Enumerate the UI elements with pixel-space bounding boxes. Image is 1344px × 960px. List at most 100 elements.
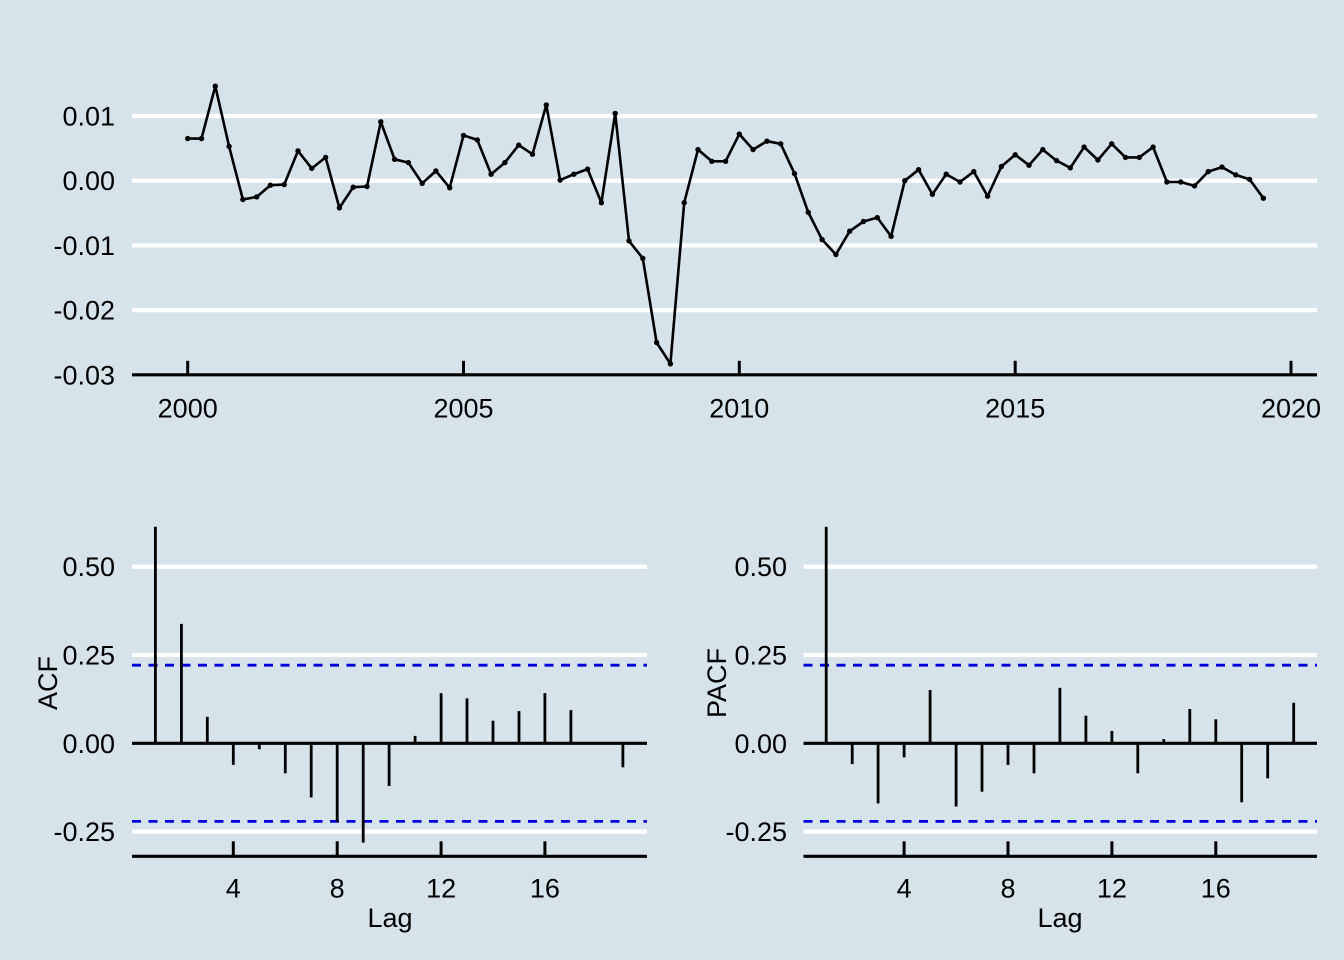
- data-point: [888, 233, 894, 239]
- data-point: [1053, 157, 1060, 164]
- data-point: [516, 142, 522, 148]
- data-point: [957, 179, 963, 185]
- data-point: [984, 193, 991, 199]
- timeseries-panel: 2000 2005 2010 2015 2020 0.01 0.00 -0.01 -0.02 -0…: [53, 83, 1321, 424]
- data-point: [709, 158, 715, 164]
- data-point: [1122, 154, 1129, 161]
- x-tick-label: 16: [1201, 874, 1231, 904]
- data-point: [529, 151, 536, 157]
- data-point: [915, 167, 922, 173]
- x-tick-label: 2015: [985, 394, 1045, 424]
- data-point: [543, 102, 549, 108]
- data-point: [502, 159, 508, 166]
- data-point: [833, 251, 839, 258]
- data-point: [460, 132, 467, 139]
- data-point: [1012, 152, 1018, 158]
- data-point: [488, 171, 494, 177]
- data-point: [405, 159, 412, 166]
- data-point: [364, 183, 370, 190]
- data-point: [557, 177, 563, 183]
- data-point: [722, 158, 729, 164]
- data-point: [1178, 179, 1184, 185]
- data-point: [640, 255, 646, 261]
- x-tick-label: 12: [426, 874, 456, 904]
- data-point: [847, 228, 853, 234]
- y-tick-label: 0.00: [62, 166, 115, 196]
- data-point: [295, 148, 301, 154]
- y-tick-label: -0.02: [53, 296, 115, 326]
- data-point: [584, 166, 591, 172]
- data-point: [1109, 141, 1115, 147]
- data-point: [998, 163, 1005, 170]
- data-point: [322, 154, 329, 161]
- data-point: [254, 194, 260, 200]
- data-point: [750, 146, 756, 153]
- data-point: [240, 196, 246, 203]
- x-tick-label: 2010: [709, 394, 769, 424]
- data-point: [1095, 157, 1101, 163]
- data-point: [378, 119, 384, 125]
- data-point: [598, 200, 605, 206]
- data-point: [309, 165, 315, 172]
- data-point: [1233, 172, 1239, 178]
- data-point: [212, 83, 218, 89]
- data-point: [267, 182, 274, 188]
- data-point: [819, 236, 825, 243]
- x-tick-label: 12: [1097, 874, 1127, 904]
- data-point: [1191, 183, 1198, 189]
- y-tick-label: 0.50: [734, 552, 787, 582]
- data-point: [198, 135, 205, 142]
- data-point: [1205, 168, 1212, 175]
- data-point: [391, 156, 398, 162]
- data-point: [778, 141, 784, 147]
- y-tick-label: -0.25: [53, 817, 115, 847]
- x-tick-label: 2020: [1261, 394, 1321, 424]
- data-point: [350, 184, 356, 190]
- data-point: [1219, 164, 1225, 170]
- data-point: [281, 181, 287, 188]
- data-point: [902, 178, 908, 184]
- data-point: [433, 168, 439, 174]
- data-point: [626, 238, 632, 244]
- data-point: [667, 361, 674, 367]
- data-point: [971, 168, 977, 175]
- y-tick-label: 0.25: [62, 641, 115, 671]
- y-tick-label: 0.00: [62, 729, 115, 759]
- y-tick-label: 0.01: [62, 102, 115, 132]
- y-tick-label: 0.25: [734, 641, 787, 671]
- pacf-panel: 4 8 12 16 0.50 0.25 0.00 -0.25: [725, 526, 1317, 904]
- y-tick-label: 0.50: [62, 552, 115, 582]
- data-point: [419, 180, 425, 186]
- data-point: [571, 171, 577, 177]
- series-line: [187, 84, 1265, 366]
- x-tick-label: 8: [330, 874, 345, 904]
- data-point: [1164, 179, 1170, 185]
- y-tick-label: 0.00: [734, 729, 787, 759]
- x-tick-label: 8: [1000, 874, 1015, 904]
- data-point: [791, 170, 798, 177]
- data-point: [860, 218, 867, 225]
- data-point: [681, 200, 687, 206]
- x-tick-label: 2005: [433, 394, 493, 424]
- data-point: [695, 146, 701, 153]
- data-point: [805, 209, 811, 216]
- data-point: [764, 138, 770, 144]
- data-point: [874, 214, 880, 221]
- data-point: [1136, 154, 1143, 161]
- x-tick-label: 2000: [158, 394, 218, 424]
- acf-y-axis-title: ACF: [33, 656, 63, 710]
- data-point: [943, 171, 949, 177]
- data-point: [474, 137, 480, 143]
- data-point: [447, 185, 453, 191]
- y-tick-label: -0.25: [725, 817, 787, 847]
- acf-panel: 4 8 12 16 0.50 0.25 0.00 -0.25: [53, 526, 647, 904]
- acf-x-axis-title: Lag: [367, 903, 412, 933]
- data-point: [1260, 195, 1267, 201]
- y-tick-label: -0.01: [53, 231, 115, 261]
- data-point: [612, 110, 618, 117]
- data-point: [736, 131, 742, 137]
- data-point: [226, 143, 232, 150]
- data-point: [1246, 176, 1253, 183]
